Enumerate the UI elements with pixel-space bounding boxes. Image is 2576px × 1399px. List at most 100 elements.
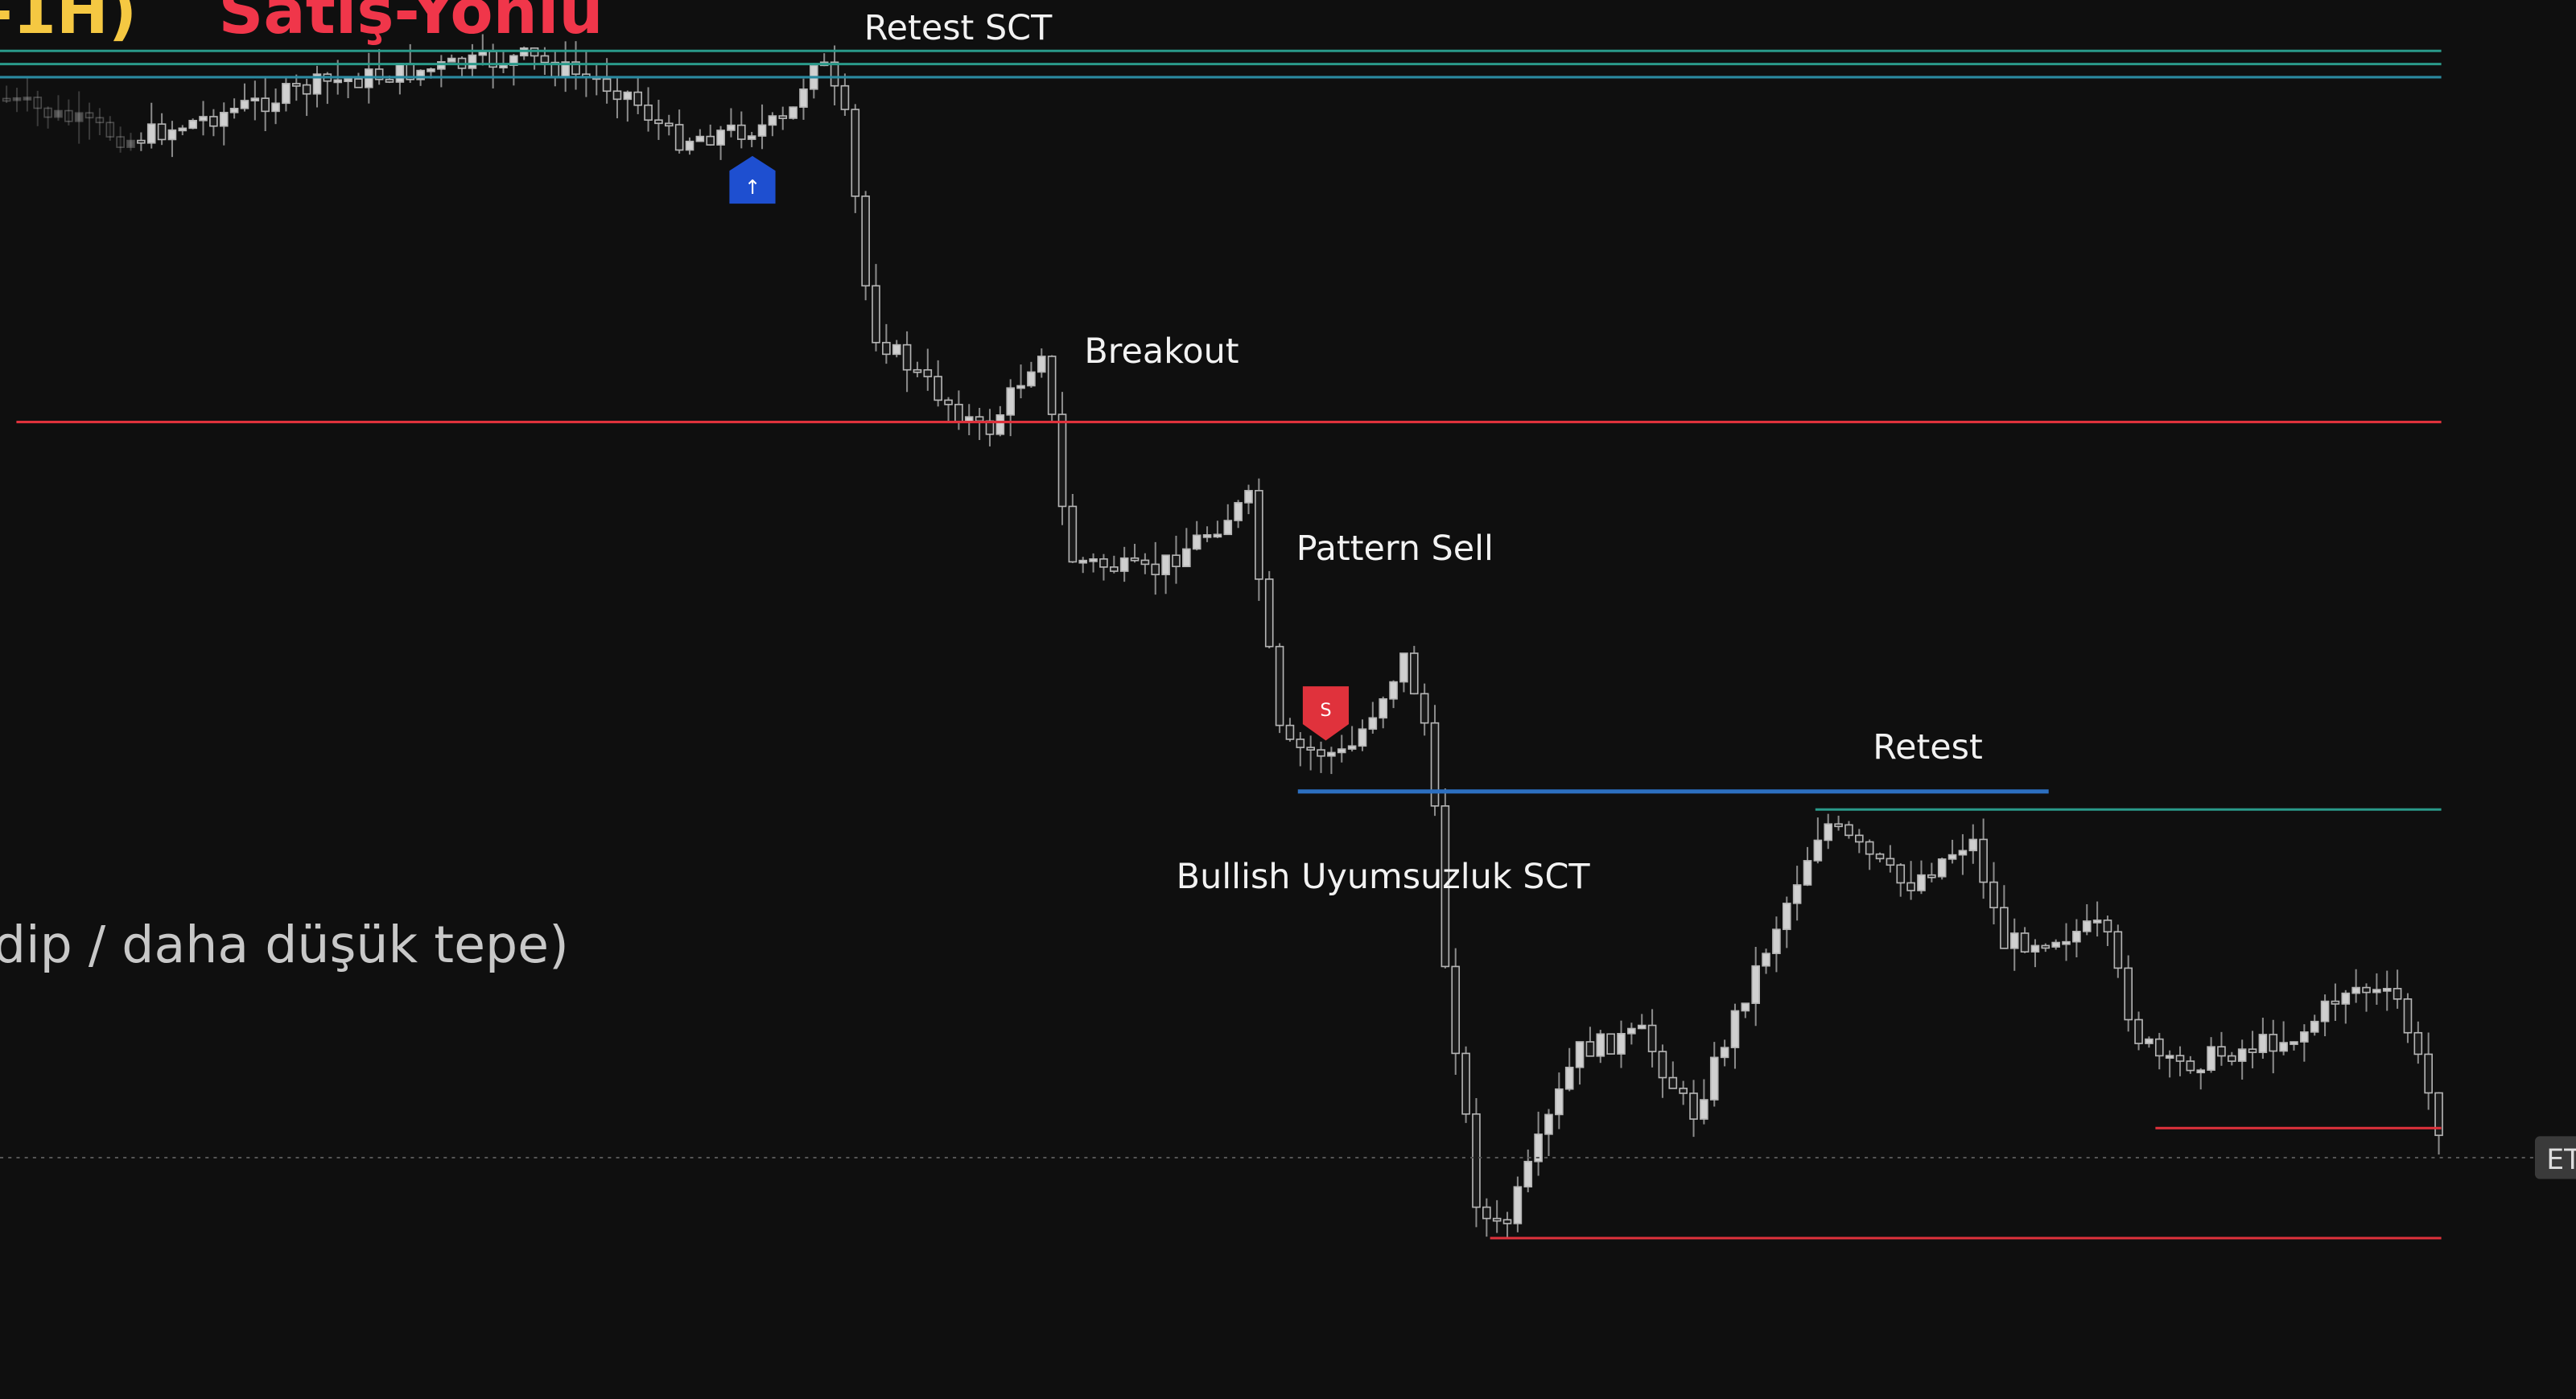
candle-body (1865, 841, 1874, 855)
candle-body (872, 285, 880, 344)
candle-body (2269, 1034, 2278, 1052)
candle-body (116, 136, 125, 148)
candle-body (612, 90, 622, 101)
candle-body (188, 119, 197, 130)
candle-body (416, 69, 425, 80)
candle-body (1451, 965, 1461, 1055)
candle-body (219, 112, 229, 127)
candle-body (178, 127, 188, 132)
candle-body (344, 78, 352, 83)
candle-body (1368, 717, 1378, 730)
candle-body (2041, 944, 2050, 949)
candle-body (2228, 1055, 2236, 1062)
candle-body (1089, 558, 1098, 562)
candle-body (840, 84, 850, 110)
buy-marker (729, 155, 776, 204)
candle-body (1482, 1206, 1491, 1220)
candle-body (2279, 1042, 2288, 1052)
candle-body (892, 344, 901, 356)
candle-body (1937, 858, 1947, 878)
candle-body (2082, 920, 2092, 932)
candle-body (74, 112, 84, 122)
candle-body (1358, 728, 1367, 747)
candle-body (2217, 1046, 2226, 1057)
candle-body (1647, 1024, 1657, 1052)
candle-body (1409, 652, 1419, 695)
candle-body (1078, 559, 1088, 564)
candle-body (209, 116, 218, 127)
candle-body (302, 84, 311, 95)
candle-body (995, 414, 1005, 435)
candle-body (271, 102, 280, 113)
annotation: Retest (1873, 727, 1983, 767)
candle-body (437, 61, 446, 70)
candle-body (2145, 1038, 2154, 1044)
candle-body (105, 121, 115, 138)
candle-body (54, 109, 63, 118)
candle-body (1824, 823, 1833, 841)
sell-marker-label: S (1320, 700, 1331, 721)
candle-body (1534, 1134, 1543, 1162)
direction: Satış-Yönlü (219, 0, 604, 48)
candle-body (2258, 1034, 2268, 1053)
candle-body (427, 68, 435, 72)
candle-body (2434, 1092, 2443, 1137)
candle-body (633, 91, 643, 106)
candle-body (1119, 557, 1129, 572)
candle-body (1255, 490, 1263, 580)
candle-body (1099, 558, 1108, 568)
candle-body (2393, 988, 2402, 1000)
candle-body (1347, 745, 1357, 750)
candle-body (2009, 932, 2019, 949)
candle-body (2310, 1020, 2319, 1033)
candle-body (1606, 1033, 1615, 1055)
candle-body (1202, 534, 1212, 538)
candle-body (571, 61, 580, 75)
annotation: Retest SCT (864, 8, 1053, 48)
subtitle: dip / daha düşük tepe) (0, 915, 569, 974)
candle-body (1947, 854, 1957, 860)
annotation: Pattern Sell (1296, 529, 1494, 569)
candle-body (1917, 874, 1926, 891)
candle-body (2320, 1000, 2330, 1023)
price-tag-box (2534, 1136, 2576, 1179)
candle-body (1502, 1219, 1512, 1224)
candle-body (291, 83, 301, 87)
candle-body (644, 104, 653, 121)
candle-body (84, 112, 94, 119)
candle-body (1927, 874, 1936, 878)
candle-body (1027, 371, 1036, 387)
candle-body (1037, 356, 1046, 373)
candle-body (1172, 554, 1181, 567)
candle-body (623, 91, 633, 101)
candle-body (1244, 490, 1253, 504)
candle-body (1855, 834, 1864, 843)
candle-body (1130, 557, 1140, 562)
candle-body (1555, 1088, 1564, 1116)
annotation: Bullish Uyumsuzluk SCT (1177, 857, 1591, 897)
candle-body (2000, 907, 2009, 949)
candle-body (1762, 953, 1770, 967)
candle-body (902, 344, 912, 371)
candle-body (954, 403, 963, 423)
candle-body (1161, 554, 1170, 576)
candle-body (768, 115, 777, 126)
candle-body (2072, 931, 2081, 943)
candle-body (126, 139, 135, 148)
candle-body (2, 97, 11, 102)
candle-body (333, 79, 343, 84)
candle-body (1151, 563, 1160, 576)
candle-body (540, 55, 550, 64)
candle-body (1006, 387, 1016, 416)
candle-body (1596, 1033, 1605, 1057)
candle-body (737, 124, 746, 140)
candle-body (2154, 1038, 2164, 1057)
candle-body (1627, 1027, 1636, 1035)
candle-body (2300, 1031, 2309, 1043)
candle-body (1585, 1041, 1595, 1057)
price-tag: ET (2546, 1144, 2576, 1176)
candle-body (789, 106, 798, 119)
candle-body (1492, 1217, 1502, 1222)
